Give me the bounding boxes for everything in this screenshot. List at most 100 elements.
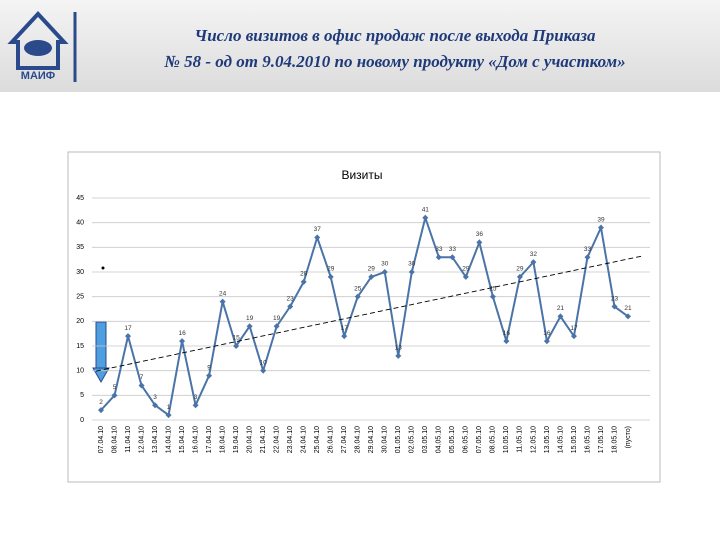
x-tick-label: (пусто) (625, 426, 632, 448)
y-tick-label: 25 (76, 294, 84, 301)
y-tick-label: 40 (76, 220, 84, 227)
point (449, 254, 456, 261)
x-tick-label: 23.04.10 (287, 426, 294, 453)
x-tick-label: 08.05.10 (490, 426, 497, 453)
data-label: 36 (476, 231, 484, 238)
x-tick-label: 12.04.10 (138, 426, 145, 453)
x-tick-label: 27.04.10 (341, 426, 348, 453)
x-tick-label: 05.05.10 (449, 426, 456, 453)
arrow-body (95, 321, 107, 369)
data-label: 33 (435, 246, 443, 253)
series-line (100, 214, 629, 417)
arrow-head (92, 367, 110, 384)
x-tick-label: 11.05.10 (517, 426, 524, 453)
point (584, 254, 591, 261)
trend-line (95, 255, 644, 372)
point (516, 273, 523, 280)
data-label: 33 (584, 246, 592, 253)
x-tick-label: 14.05.10 (557, 426, 564, 453)
data-label: 19 (273, 315, 281, 322)
point (111, 392, 118, 399)
point (557, 313, 564, 320)
data-label: 29 (327, 266, 335, 273)
point (503, 338, 510, 345)
data-label: 41 (422, 206, 430, 213)
y-tick-label: 10 (76, 368, 84, 375)
point (233, 343, 240, 349)
x-tick-label: 21.04.10 (260, 426, 267, 453)
data-label: 17 (341, 325, 349, 332)
x-tick-label: 08.04.10 (111, 426, 118, 453)
point (98, 407, 104, 414)
dot (101, 266, 105, 270)
x-tick-label: 01.05.10 (395, 426, 402, 453)
y-tick-label: 20 (76, 318, 84, 325)
logo: МАИФ (7, 11, 69, 82)
x-tick-label: 14.04.10 (165, 426, 172, 453)
x-tick-label: 07.04.10 (98, 426, 105, 453)
point (152, 402, 159, 409)
point (354, 293, 361, 300)
x-tick-label: 15.04.10 (179, 426, 186, 453)
x-tick-label: 02.05.10 (409, 426, 416, 453)
data-label: 21 (624, 305, 632, 312)
data-label: 15 (233, 335, 241, 342)
x-tick-label: 18.05.10 (611, 426, 618, 453)
x-tick-label: 18.04.10 (219, 426, 226, 453)
data-label: 30 (408, 261, 416, 268)
point (165, 412, 172, 419)
x-tick-label: 30.04.10 (382, 426, 389, 453)
x-tick-label: 22.04.10 (274, 426, 281, 453)
x-tick-label: 16.04.10 (192, 426, 199, 453)
data-label: 24 (219, 290, 227, 297)
point (327, 273, 334, 280)
data-label: 10 (260, 359, 268, 366)
x-tick-label: 29.04.10 (368, 426, 375, 453)
point (462, 273, 469, 280)
logo-text: МАИФ (21, 70, 55, 82)
point (125, 333, 132, 340)
y-tick-label: 30 (76, 269, 84, 276)
data-label: 25 (489, 285, 497, 292)
point (570, 333, 577, 340)
point (476, 239, 483, 246)
data-label: 3 (153, 394, 157, 401)
point (408, 269, 415, 275)
data-label: 37 (314, 226, 322, 233)
data-label: 29 (516, 266, 524, 273)
data-label: 5 (113, 384, 117, 391)
data-label: 9 (207, 364, 211, 371)
data-label: 2 (99, 399, 103, 406)
point (543, 338, 550, 345)
data-label: 17 (570, 325, 578, 332)
x-tick-label: 17.04.10 (206, 426, 213, 453)
y-tick-label: 15 (76, 343, 84, 350)
point (192, 402, 199, 409)
data-label: 25 (354, 285, 362, 292)
data-label: 17 (124, 325, 132, 332)
x-tick-label: 17.05.10 (598, 426, 605, 453)
data-label: 28 (300, 271, 308, 278)
data-label: 29 (462, 266, 470, 273)
data-label: 3 (194, 394, 198, 401)
point (625, 313, 631, 320)
slide-title: № 58 - од от 9.04.2010 по новому продукт… (163, 52, 625, 71)
x-tick-label: 28.04.10 (355, 426, 362, 453)
point (381, 269, 388, 275)
point (395, 352, 402, 359)
data-label: 23 (611, 295, 619, 302)
y-tick-label: 35 (76, 244, 84, 251)
data-label: 32 (530, 251, 538, 258)
x-tick-label: 25.04.10 (314, 426, 321, 453)
y-tick-label: 45 (76, 195, 84, 202)
x-tick-label: 13.04.10 (152, 426, 159, 453)
point (138, 382, 145, 389)
header-bar (0, 0, 720, 92)
x-tick-label: 16.05.10 (584, 426, 591, 453)
point (435, 254, 442, 261)
x-tick-label: 07.05.10 (476, 426, 483, 453)
data-label: 19 (246, 315, 254, 322)
x-tick-label: 20.04.10 (246, 426, 253, 453)
x-tick-label: 12.05.10 (530, 426, 537, 453)
